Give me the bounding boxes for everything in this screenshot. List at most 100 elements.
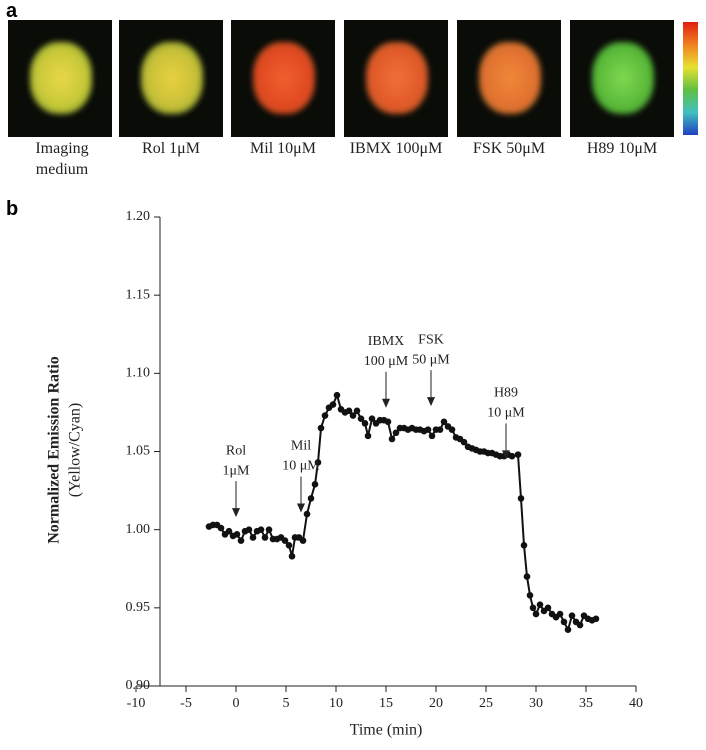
data-point [257, 526, 265, 533]
data-point [217, 524, 225, 532]
data-point [556, 610, 564, 618]
annotation-text: Mil [291, 439, 311, 454]
x-tick-label: 25 [479, 696, 493, 711]
x-tick-label: 10 [329, 696, 343, 711]
data-point [564, 626, 572, 634]
data-point [285, 542, 293, 549]
data-point [353, 407, 361, 415]
data-point [314, 459, 322, 466]
image-caption: Imaging medium [35, 140, 89, 178]
y-tick-label: 0.90 [126, 678, 151, 693]
data-point [392, 429, 400, 437]
data-point [261, 534, 269, 541]
panel-label: b [6, 198, 19, 220]
y-axis-label: Normalized Emission Ratio [46, 356, 63, 544]
data-point [520, 542, 528, 549]
annotation-arrowhead [427, 397, 435, 407]
data-point [440, 418, 448, 426]
data-point [329, 401, 337, 408]
cell-image [570, 20, 674, 137]
annotation-text: IBMX [368, 334, 405, 349]
x-tick-label: 20 [429, 696, 443, 711]
cell-image [8, 20, 112, 137]
data-point [384, 418, 392, 426]
data-point [345, 407, 353, 415]
data-point [288, 552, 296, 560]
data-point [592, 615, 600, 623]
data-point [265, 526, 273, 533]
data-point [245, 526, 253, 533]
annotation-text: 100 μM [364, 354, 409, 369]
data-point [517, 495, 525, 502]
cell-image [231, 20, 335, 137]
image-caption: Mil 10μM [250, 140, 316, 157]
x-axis-label: Time (min) [350, 722, 423, 739]
data-point [349, 412, 357, 419]
data-point [311, 481, 319, 488]
cell-image [344, 20, 448, 137]
annotation-arrowhead [232, 508, 240, 518]
data-point [576, 621, 584, 629]
annotation-text: Rol [226, 443, 246, 458]
data-point [388, 435, 396, 443]
image-caption: IBMX 100μM [349, 140, 443, 157]
image-caption: H89 10μM [586, 140, 658, 157]
data-point [317, 424, 325, 432]
x-tick-label: 5 [283, 696, 290, 711]
annotation-arrowhead [382, 398, 390, 408]
data-point [436, 426, 444, 433]
data-point [532, 610, 540, 618]
annotation-text: 1μM [223, 463, 251, 478]
data-point [237, 537, 245, 544]
data-point [428, 432, 436, 440]
data-point [514, 451, 522, 458]
x-tick-label: 35 [579, 696, 593, 711]
annotation-text: 50 μM [412, 352, 450, 367]
data-point [544, 604, 552, 612]
panel-label: a [6, 0, 18, 22]
data-point [448, 426, 456, 433]
data-point [424, 426, 432, 433]
x-tick-label: -5 [180, 696, 192, 711]
image-caption: Rol 1μM [142, 140, 200, 157]
x-tick-label: 0 [233, 696, 240, 711]
annotation-text: FSK [418, 332, 444, 347]
data-point [361, 420, 369, 427]
data-point [249, 534, 257, 541]
data-point [460, 438, 468, 446]
annotation-arrowhead [502, 450, 510, 460]
data-point [536, 601, 544, 609]
data-point [568, 612, 576, 619]
data-point [225, 527, 233, 535]
y-tick-label: 1.05 [126, 444, 151, 459]
data-point [560, 618, 568, 626]
y-tick-label: 1.00 [126, 522, 151, 537]
data-point [333, 391, 341, 399]
y-tick-label: 0.95 [126, 600, 151, 615]
data-point [529, 604, 537, 612]
x-tick-label: 15 [379, 696, 393, 711]
data-point [523, 573, 531, 580]
cell-image [119, 20, 223, 137]
data-point [508, 452, 516, 460]
image-caption: FSK 50μM [472, 140, 546, 157]
data-point [321, 412, 329, 419]
x-tick-label: -10 [127, 696, 146, 711]
cell-image [457, 20, 561, 137]
data-point [303, 510, 311, 518]
x-tick-label: 30 [529, 696, 543, 711]
annotation-text: 10 μM [282, 459, 320, 474]
data-point [233, 531, 241, 538]
data-point [281, 537, 289, 544]
annotation-arrowhead [297, 503, 305, 513]
data-point [364, 432, 372, 440]
data-point [299, 537, 307, 544]
y-tick-label: 1.10 [126, 366, 151, 381]
annotation-text: 10 μM [487, 406, 525, 421]
data-point [307, 495, 315, 502]
data-point [357, 415, 365, 422]
data-point [526, 592, 534, 599]
color-bar [683, 22, 698, 135]
